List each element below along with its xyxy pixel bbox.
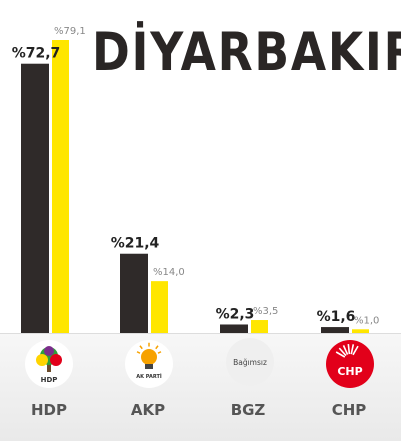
bar-previous-hdp [52,40,69,333]
bar-previous-chp [352,329,369,333]
label-previous-akp: %14,0 [153,267,185,278]
label-previous-bgz: %3,5 [253,306,278,317]
label-previous-hdp: %79,1 [54,26,86,37]
chart-title: DİYARBAKIR [92,22,401,83]
bar-current-hdp [21,63,49,334]
tick-label-hdp: HDP [31,401,67,419]
chp-six-arrows-logo-icon: CHP [326,340,374,388]
svg-text:AK PARTİ: AK PARTİ [136,373,162,380]
tick-label-bgz: BGZ [231,401,266,419]
tick-label-chp: CHP [332,401,367,419]
svg-text:Bağımsız: Bağımsız [233,358,267,367]
bar-previous-akp [151,281,168,333]
tick-label-akp: AKP [131,401,165,419]
svg-text:CHP: CHP [337,365,362,378]
label-current-bgz: %2,3 [216,306,255,322]
hdp-tree-logo-icon: HDP [25,340,73,388]
bar-current-bgz [220,324,248,333]
label-previous-chp: %1,0 [354,315,379,326]
bagimsiz-logo-icon: Bağımsız [226,338,274,386]
label-current-chp: %1,6 [317,309,356,325]
bar-current-akp [120,253,148,333]
svg-text:HDP: HDP [41,376,58,384]
bar-current-chp [321,327,349,333]
label-current-hdp: %72,7 [12,46,61,62]
label-current-akp: %21,4 [111,236,160,252]
akp-lightbulb-logo-icon: AK PARTİ [125,340,173,388]
bar-previous-bgz [251,320,268,333]
